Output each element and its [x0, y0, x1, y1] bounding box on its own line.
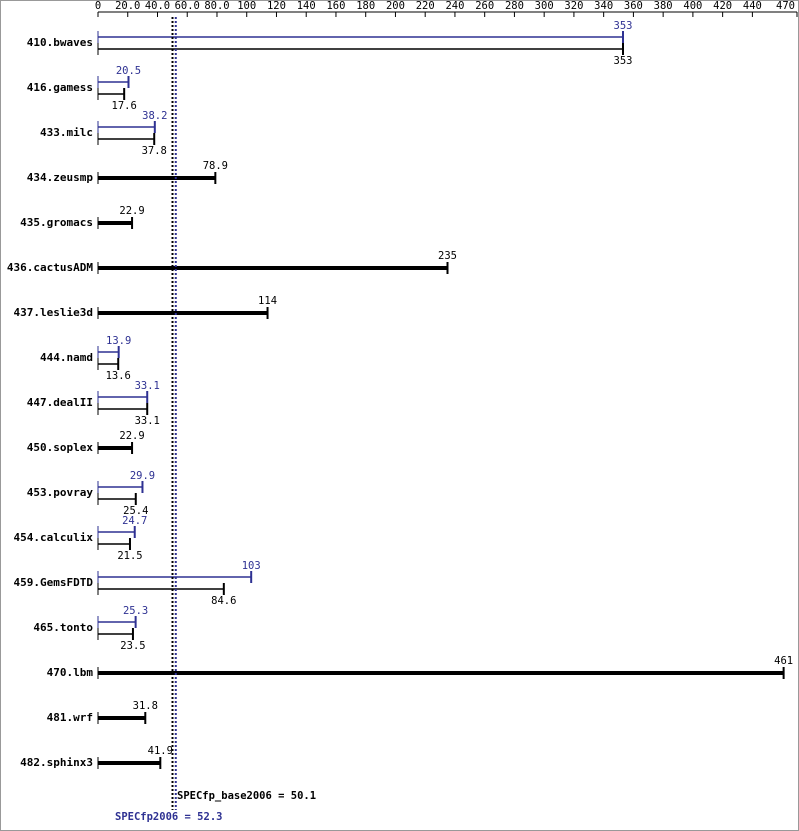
x-tick-label: 60.0 — [175, 0, 200, 12]
x-tick-label: 470 — [776, 0, 795, 12]
category-label: 437.leslie3d — [14, 306, 93, 319]
value-label: 20.5 — [116, 65, 141, 77]
category-label: 450.soplex — [27, 441, 94, 454]
x-tick-label: 180 — [356, 0, 375, 12]
category-label: 459.GemsFDTD — [14, 576, 94, 589]
value-label: 37.8 — [142, 145, 167, 157]
category-label: 433.milc — [40, 126, 93, 139]
reference-label: SPECfp_base2006 = 50.1 — [177, 790, 316, 802]
x-tick-label: 80.0 — [204, 0, 229, 12]
x-tick-label: 120 — [267, 0, 286, 12]
category-label: 453.povray — [27, 486, 94, 499]
value-label: 41.9 — [148, 745, 173, 757]
value-label: 29.9 — [130, 470, 155, 482]
value-label: 13.6 — [106, 370, 131, 382]
category-label: 435.gromacs — [20, 216, 93, 229]
x-tick-label: 100 — [237, 0, 256, 12]
category-label: 416.gamess — [27, 81, 93, 94]
category-label: 447.dealII — [27, 396, 93, 409]
x-tick-label: 300 — [535, 0, 554, 12]
category-label: 454.calculix — [14, 531, 94, 544]
value-label: 22.9 — [119, 205, 144, 217]
value-label: 235 — [438, 250, 457, 262]
x-tick-label: 200 — [386, 0, 405, 12]
category-label: 410.bwaves — [27, 36, 93, 49]
value-label: 21.5 — [117, 550, 142, 562]
category-label: 434.zeusmp — [27, 171, 94, 184]
x-tick-label: 240 — [445, 0, 464, 12]
category-label: 482.sphinx3 — [20, 756, 93, 769]
x-tick-label: 420 — [713, 0, 732, 12]
x-tick-label: 340 — [594, 0, 613, 12]
x-tick-label: 260 — [475, 0, 494, 12]
x-tick-label: 400 — [683, 0, 702, 12]
value-label: 38.2 — [142, 110, 167, 122]
value-label: 84.6 — [211, 595, 236, 607]
value-label: 25.4 — [123, 505, 148, 517]
category-label: 465.tonto — [33, 621, 93, 634]
value-label: 13.9 — [106, 335, 131, 347]
value-label: 353 — [614, 20, 633, 32]
x-tick-label: 160 — [326, 0, 345, 12]
value-label: 353 — [614, 55, 633, 67]
x-tick-label: 320 — [564, 0, 583, 12]
x-tick-label: 440 — [743, 0, 762, 12]
x-tick-label: 40.0 — [145, 0, 170, 12]
category-label: 481.wrf — [47, 711, 93, 724]
category-label: 444.namd — [40, 351, 93, 364]
x-tick-label: 360 — [624, 0, 643, 12]
value-label: 25.3 — [123, 605, 148, 617]
value-label: 114 — [258, 295, 277, 307]
value-label: 22.9 — [119, 430, 144, 442]
category-label: 436.cactusADM — [7, 261, 93, 274]
value-label: 461 — [774, 655, 793, 667]
value-label: 24.7 — [122, 515, 147, 527]
value-label: 23.5 — [120, 640, 145, 652]
reference-label: SPECfp2006 = 52.3 — [115, 811, 222, 823]
x-tick-label: 140 — [297, 0, 316, 12]
x-tick-label: 220 — [416, 0, 435, 12]
value-label: 17.6 — [112, 100, 137, 112]
value-label: 31.8 — [133, 700, 158, 712]
value-label: 33.1 — [135, 415, 160, 427]
value-label: 33.1 — [135, 380, 160, 392]
value-label: 103 — [242, 560, 261, 572]
category-label: 470.lbm — [47, 666, 94, 679]
x-tick-label: 280 — [505, 0, 524, 12]
x-tick-label: 0 — [95, 0, 101, 12]
x-tick-label: 380 — [654, 0, 673, 12]
x-tick-label: 20.0 — [115, 0, 140, 12]
value-label: 78.9 — [203, 160, 228, 172]
